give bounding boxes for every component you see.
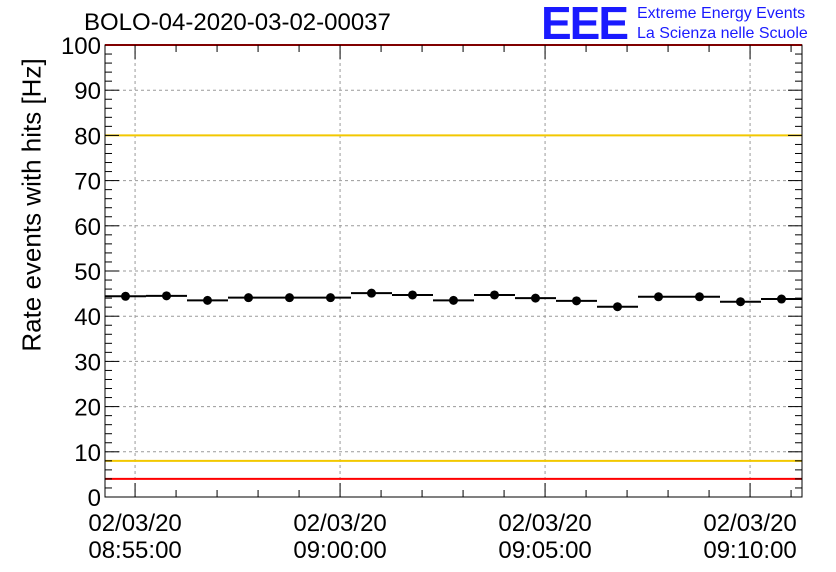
data-point	[203, 295, 212, 305]
y-tick-label: 80	[74, 123, 101, 150]
y-axis-label: Rate events with hits [Hz]	[16, 58, 47, 352]
y-tick-label: 70	[74, 169, 101, 196]
data-point	[695, 292, 704, 302]
y-tick-label: 0	[88, 485, 101, 512]
x-tick-time-label: 09:00:00	[293, 537, 386, 564]
data-point	[121, 291, 130, 301]
reference-lines	[105, 44, 802, 480]
x-tick-time-label: 09:10:00	[703, 537, 796, 564]
y-tick-label: 60	[74, 214, 101, 241]
grid	[105, 44, 802, 498]
data-point	[736, 297, 745, 307]
data-point	[285, 293, 294, 303]
y-tick-label: 40	[74, 304, 101, 331]
x-tick-date-label: 02/03/20	[88, 510, 181, 537]
data-point	[654, 292, 663, 302]
data-point	[367, 288, 376, 298]
logo-line-1: Extreme Energy Events	[637, 5, 806, 22]
y-tick-label: 100	[61, 33, 101, 60]
x-tick-date-label: 02/03/20	[498, 510, 591, 537]
data-point	[572, 296, 581, 306]
y-tick-label: 50	[74, 259, 101, 286]
y-tick-label: 30	[74, 349, 101, 376]
y-tick-label: 10	[74, 440, 101, 467]
axis-ticks	[105, 44, 802, 498]
x-tick-time-label: 09:05:00	[498, 537, 591, 564]
logo-line-2: La Scienza nelle Scuole	[637, 25, 808, 42]
eee-logo: EEE	[541, 0, 629, 49]
data-point	[777, 294, 786, 304]
tick-labels: 010203040506070809010002/03/2008:55:0002…	[61, 33, 797, 564]
x-tick-date-label: 02/03/20	[293, 510, 386, 537]
data-point	[326, 293, 335, 303]
y-tick-label: 20	[74, 395, 101, 422]
data-point	[162, 291, 171, 301]
y-tick-label: 90	[74, 78, 101, 105]
data-point	[490, 290, 499, 300]
data-series	[105, 288, 802, 312]
data-point	[408, 290, 417, 300]
data-point	[613, 302, 622, 312]
x-tick-time-label: 08:55:00	[88, 537, 181, 564]
data-point	[531, 293, 540, 303]
chart-title: BOLO-04-2020-03-02-00037	[84, 9, 391, 36]
x-tick-date-label: 02/03/20	[703, 510, 796, 537]
data-point	[244, 293, 253, 303]
data-point	[449, 295, 458, 305]
